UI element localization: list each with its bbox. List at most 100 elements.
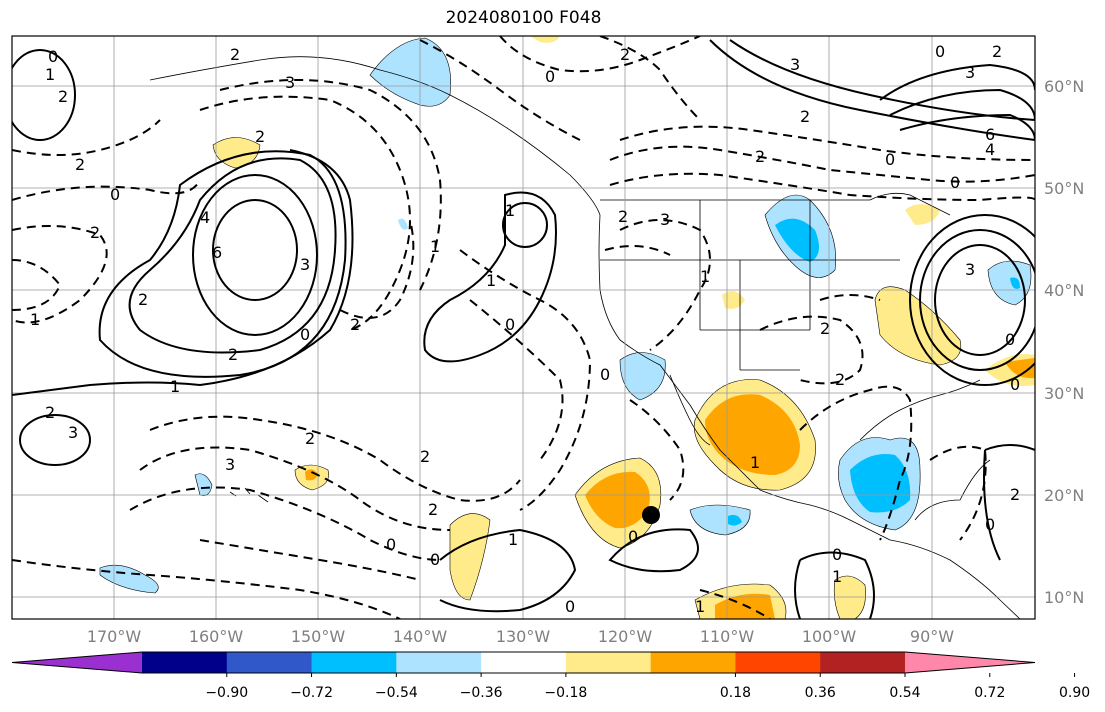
coastlines — [149, 56, 1021, 619]
contour-label-2: 2 — [428, 500, 438, 519]
contour-label-1: 1 — [430, 237, 440, 256]
positive-contours — [12, 39, 1035, 619]
contour-label-1: 1 — [45, 65, 55, 84]
colorbar-tick-labels: −0.90 −0.72 −0.54 −0.36 −0.18 0.18 0.36 0.54 0.7… — [205, 685, 1090, 701]
contour-label-1: 1 — [832, 567, 842, 586]
contour-label-0: 0 — [950, 173, 960, 192]
lat-label: 60°N — [1044, 77, 1084, 96]
contour-label-2: 2 — [420, 447, 430, 466]
contour-label-0: 0 — [300, 325, 310, 344]
contour-label-2: 2 — [820, 319, 830, 338]
contour-label-2: 2 — [90, 223, 100, 242]
contour-label-2: 2 — [350, 315, 360, 334]
contour-label-0: 0 — [565, 597, 575, 616]
contour-label-0: 0 — [430, 550, 440, 569]
contour-label-6: 6 — [985, 125, 995, 144]
contour-label-1: 1 — [695, 597, 705, 616]
contour-label-0: 0 — [48, 47, 58, 66]
contour-label-4: 4 — [200, 208, 210, 227]
map-title: 2024080100 F048 — [445, 8, 602, 28]
contour-label-2: 2 — [75, 155, 85, 174]
colorbar-tick-label: −0.72 — [290, 685, 333, 701]
contour-label-2: 2 — [45, 403, 55, 422]
lon-label: 170°W — [87, 627, 142, 646]
contour-label-0: 0 — [600, 365, 610, 384]
contour-label-1: 1 — [486, 271, 496, 290]
colorbar-segment — [820, 652, 906, 673]
lat-label: 10°N — [1044, 588, 1084, 607]
colorbar-segment — [311, 652, 397, 673]
contour-label-2: 2 — [230, 45, 240, 64]
lon-label: 120°W — [598, 627, 653, 646]
contour-label-1: 1 — [508, 530, 518, 549]
contour-label-1: 1 — [750, 453, 760, 472]
lon-label: 130°W — [496, 627, 551, 646]
contour-label-2: 2 — [620, 45, 630, 64]
contour-label-2: 2 — [992, 42, 1002, 61]
negative-anomaly-fills — [99, 37, 1032, 594]
colorbar-tick-label: 0.72 — [974, 685, 1005, 701]
colorbar-segment — [396, 652, 482, 673]
contour-label-3: 3 — [285, 73, 295, 92]
lon-label: 160°W — [189, 627, 244, 646]
contour-label-2: 2 — [255, 127, 265, 146]
contour-label-2: 2 — [138, 290, 148, 309]
contour-label-2: 2 — [755, 147, 765, 166]
contour-label-1: 1 — [505, 201, 515, 220]
contour-label-0: 0 — [628, 527, 638, 546]
contour-label-0: 0 — [386, 535, 396, 554]
lat-label: 40°N — [1044, 281, 1084, 300]
contour-label-3: 3 — [300, 255, 310, 274]
contour-label-3: 3 — [965, 260, 975, 279]
contour-label-2: 2 — [305, 429, 315, 448]
contour-label-0: 0 — [1005, 330, 1015, 349]
contour-label-2: 2 — [835, 370, 845, 389]
colorbar — [11, 651, 1076, 677]
colorbar-tick-label: −0.18 — [544, 685, 587, 701]
contour-label-1: 1 — [170, 377, 180, 396]
colorbar-extend-high — [905, 652, 1035, 673]
contour-label-0: 0 — [110, 185, 120, 204]
lon-label: 150°W — [291, 627, 346, 646]
lon-label: 100°W — [802, 627, 857, 646]
colorbar-outline — [11, 651, 1036, 674]
lat-label: 20°N — [1044, 486, 1084, 505]
colorbar-tick-label: 0.18 — [720, 685, 751, 701]
contour-label-0: 0 — [505, 315, 515, 334]
map-area — [12, 36, 1035, 619]
contour-label-0: 0 — [985, 515, 995, 534]
colorbar-segment — [650, 652, 736, 673]
latitude-labels: 60°N 50°N 40°N 30°N 20°N 10°N — [1044, 77, 1084, 607]
contour-label-3: 3 — [965, 63, 975, 82]
colorbar-tick-label: −0.54 — [375, 685, 418, 701]
contour-label-1: 1 — [30, 310, 40, 329]
contour-labels: 0 1 2 2 0 6 4 3 2 2 1 0 2 3 2 3 2 1 1 1 … — [30, 42, 1020, 616]
lat-label: 50°N — [1044, 179, 1084, 198]
contour-label-0: 0 — [545, 67, 555, 86]
lat-label: 30°N — [1044, 384, 1084, 403]
contour-label-0: 0 — [885, 150, 895, 169]
contour-label-3: 3 — [790, 55, 800, 74]
graticule — [12, 36, 1035, 619]
contour-label-2: 2 — [1010, 485, 1020, 504]
contour-label-2: 2 — [800, 107, 810, 126]
longitude-labels: 170°W 160°W 150°W 140°W 130°W 120°W 110°… — [87, 627, 954, 646]
contour-label-3: 3 — [68, 423, 78, 442]
lon-label: 90°W — [910, 627, 954, 646]
colorbar-extend-low — [12, 652, 142, 673]
contour-label-4: 4 — [985, 140, 995, 159]
map-border — [11, 35, 1036, 620]
contour-label-6: 6 — [212, 243, 222, 262]
contour-label-0: 0 — [1010, 375, 1020, 394]
negative-contours — [12, 36, 1035, 619]
colorbar-tick-label: 0.54 — [889, 685, 920, 701]
contour-label-2: 2 — [228, 345, 238, 364]
contour-label-2: 2 — [618, 207, 628, 226]
positive-anomaly-fills — [212, 36, 1035, 619]
colorbar-segment — [226, 652, 313, 673]
location-marker — [642, 506, 660, 524]
colorbar-tick-label: −0.90 — [205, 685, 248, 701]
contour-label-0: 0 — [935, 42, 945, 61]
colorbar-tick-label: −0.36 — [460, 685, 503, 701]
